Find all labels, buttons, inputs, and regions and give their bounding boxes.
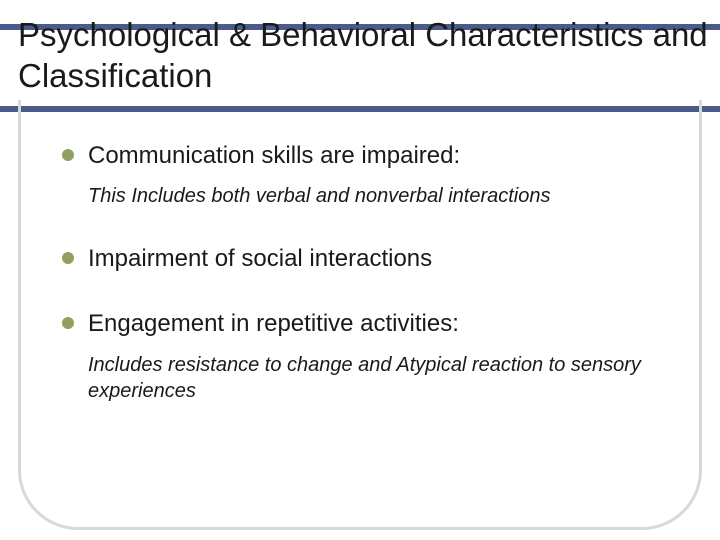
bullet-item: Engagement in repetitive activities:	[62, 308, 680, 339]
bullet-icon	[62, 317, 74, 329]
slide-title: Psychological & Behavioral Characteristi…	[18, 14, 720, 97]
bullet-item: Impairment of social interactions	[62, 243, 680, 274]
bullet-text: Impairment of social interactions	[88, 243, 432, 274]
bullet-text: Engagement in repetitive activities:	[88, 308, 459, 339]
bullet-subtext: This Includes both verbal and nonverbal …	[88, 183, 680, 209]
spacer	[62, 286, 680, 308]
content-area: Communication skills are impaired: This …	[62, 140, 680, 438]
bullet-icon	[62, 149, 74, 161]
bullet-icon	[62, 252, 74, 264]
bullet-subtext: Includes resistance to change and Atypic…	[88, 352, 680, 404]
bullet-text: Communication skills are impaired:	[88, 140, 460, 171]
bullet-item: Communication skills are impaired:	[62, 140, 680, 171]
